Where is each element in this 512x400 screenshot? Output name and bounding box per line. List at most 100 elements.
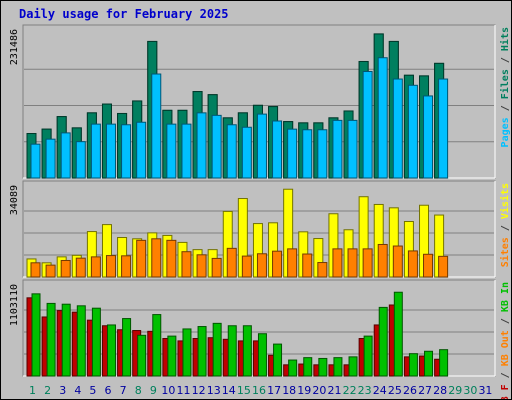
bar-sites-day-25 (392, 245, 403, 278)
bar-kb-in-day-22 (348, 356, 358, 377)
bar-sites-day-6 (105, 255, 116, 278)
bar-kb-in-day-12 (197, 326, 207, 377)
bar-sites-day-4 (75, 257, 86, 278)
bar-kb-in-day-16 (257, 333, 267, 377)
bar-pages-day-21 (332, 119, 343, 179)
bar-sites-day-13 (211, 257, 222, 278)
y-max-label: 1103110 (9, 284, 20, 326)
bar-kb-in-day-25 (393, 291, 403, 377)
day-label-9: 9 (150, 384, 157, 397)
day-label-25: 25 (388, 384, 402, 397)
day-label-30: 30 (463, 384, 477, 397)
bar-kb-in-day-20 (318, 357, 328, 377)
bar-pages-day-2 (45, 138, 56, 179)
bar-kb-in-day-23 (363, 335, 373, 377)
day-label-8: 8 (135, 384, 142, 397)
chart-title: Daily usage for February 2025 (19, 7, 229, 21)
day-label-13: 13 (207, 384, 221, 397)
bar-pages-day-8 (136, 121, 147, 179)
day-label-12: 12 (192, 384, 206, 397)
bar-sites-day-11 (181, 251, 192, 278)
bar-sites-day-7 (121, 255, 132, 278)
day-label-27: 27 (418, 384, 432, 397)
day-label-23: 23 (358, 384, 372, 397)
day-label-15: 15 (237, 384, 251, 397)
bar-sites-day-21 (332, 248, 343, 278)
bar-pages-day-9 (151, 73, 162, 179)
bar-kb-in-day-21 (333, 357, 343, 377)
day-label-20: 20 (312, 384, 326, 397)
day-label-3: 3 (59, 384, 66, 397)
bar-pages-day-1 (30, 143, 41, 179)
bar-sites-day-20 (317, 262, 328, 278)
legend-part: / (500, 366, 511, 384)
bar-kb-in-day-15 (242, 325, 252, 377)
day-label-4: 4 (74, 384, 81, 397)
bar-kb-in-day-28 (439, 349, 449, 377)
legend-part: KB Out (500, 330, 511, 366)
bar-kb-in-day-11 (182, 328, 192, 377)
day-label-28: 28 (433, 384, 447, 397)
bar-pages-day-5 (90, 123, 101, 179)
bar-sites-day-22 (347, 248, 358, 278)
bar-pages-day-20 (317, 129, 328, 179)
bar-pages-day-13 (211, 114, 222, 179)
bar-pages-day-19 (302, 129, 313, 179)
bar-pages-day-25 (392, 78, 403, 179)
bar-pages-day-27 (423, 95, 434, 179)
day-label-24: 24 (373, 384, 387, 397)
bar-pages-day-17 (272, 120, 283, 179)
bar-pages-day-16 (256, 113, 267, 179)
bar-kb-in-day-19 (303, 357, 313, 377)
bar-kb-in-day-24 (378, 306, 388, 377)
bar-kb-in-day-3 (61, 303, 71, 377)
right-legend-label: Pages / Files / Hits (499, 27, 511, 147)
bar-kb-in-day-10 (167, 335, 177, 377)
bar-kb-in-day-17 (273, 343, 283, 377)
day-label-21: 21 (327, 384, 341, 397)
day-label-29: 29 (448, 384, 462, 397)
day-label-2: 2 (44, 384, 51, 397)
bar-sites-day-17 (272, 250, 283, 278)
bar-sites-day-9 (151, 238, 162, 278)
day-label-31: 31 (478, 384, 492, 397)
day-label-19: 19 (297, 384, 311, 397)
legend-part: Files (499, 69, 511, 99)
bar-sites-day-24 (377, 243, 388, 278)
bar-pages-day-18 (287, 128, 298, 179)
right-legend-label: Sites / Visits (499, 183, 511, 267)
y-max-label: 34089 (9, 185, 20, 215)
bar-pages-day-12 (196, 112, 207, 179)
legend-part: KB In (500, 282, 511, 312)
bar-kb-in-day-2 (46, 302, 56, 377)
bar-pages-day-28 (438, 78, 449, 179)
bar-sites-day-5 (90, 256, 101, 278)
bar-sites-day-3 (60, 259, 71, 278)
bar-pages-day-26 (407, 84, 418, 179)
day-label-1: 1 (29, 384, 36, 397)
bar-kb-in-day-5 (91, 307, 101, 377)
bar-sites-day-10 (166, 239, 177, 278)
day-label-7: 7 (120, 384, 127, 397)
legend-part: Hits (499, 27, 511, 51)
legend-part: / (500, 99, 511, 117)
bar-kb-in-day-13 (212, 322, 222, 377)
bar-kb-in-day-14 (227, 325, 237, 377)
bar-kb-in-day-4 (76, 305, 86, 377)
legend-part: Pages (500, 117, 511, 147)
bar-sites-day-8 (136, 239, 147, 278)
day-label-17: 17 (267, 384, 281, 397)
bar-sites-day-26 (407, 250, 418, 278)
bar-pages-day-6 (105, 123, 116, 179)
bar-kb-in-day-18 (288, 359, 298, 377)
y-max-label: 231486 (9, 29, 20, 65)
bar-pages-day-4 (75, 141, 86, 179)
bar-sites-day-16 (256, 253, 267, 278)
bar-sites-day-2 (45, 264, 56, 278)
legend-part: Sites (499, 237, 511, 267)
day-label-5: 5 (89, 384, 96, 397)
bar-pages-day-10 (166, 123, 177, 179)
bar-sites-day-19 (302, 253, 313, 278)
